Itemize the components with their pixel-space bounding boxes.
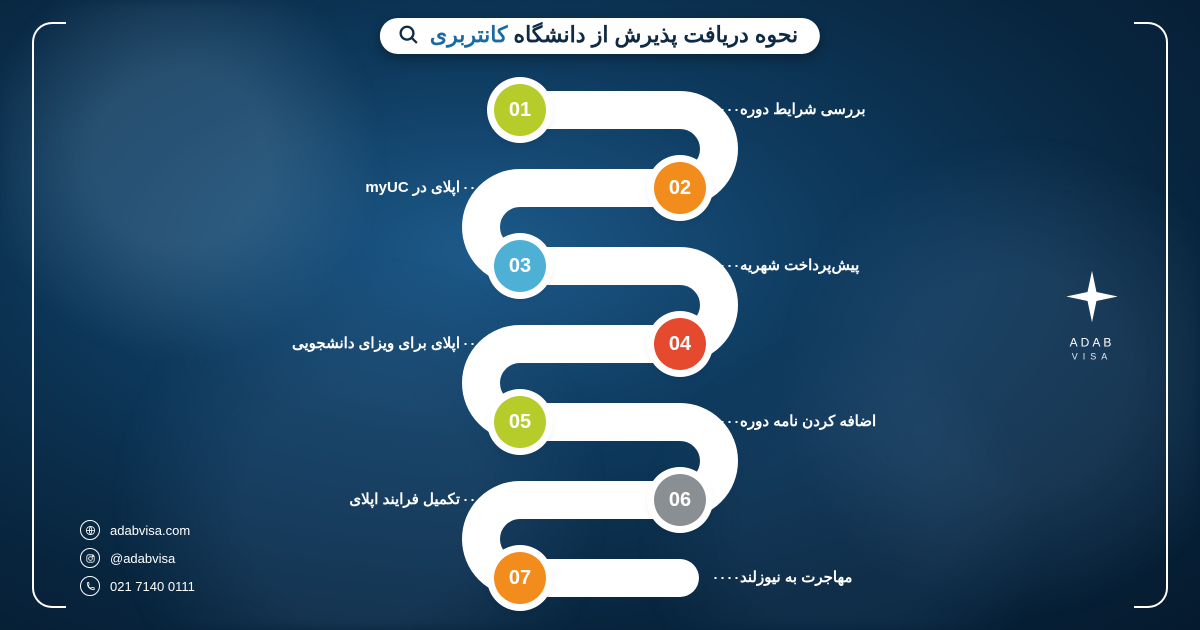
step-node-06: 06 — [654, 474, 706, 526]
contact-web: adabvisa.com — [80, 520, 195, 540]
leader-dots — [462, 499, 488, 501]
globe-icon — [80, 520, 100, 540]
step-label-01: بررسی شرایط دوره — [740, 100, 866, 118]
step-label-04: اپلای برای ویزای دانشجویی — [292, 334, 460, 352]
step-node-01: 01 — [494, 84, 546, 136]
instagram-icon — [80, 548, 100, 568]
phone-icon — [80, 576, 100, 596]
step-node-02: 02 — [654, 162, 706, 214]
step-label-07: مهاجرت به نیوزلند — [740, 568, 852, 586]
step-node-05: 05 — [494, 396, 546, 448]
title-pill: نحوه دریافت پذیرش از دانشگاه کانتربری — [380, 18, 820, 54]
step-label-03: پیش‌پرداخت شهریه — [740, 256, 859, 274]
contact-web-text: adabvisa.com — [110, 523, 190, 538]
step-label-06: تکمیل فرایند اپلای — [349, 490, 460, 508]
step-node-04: 04 — [654, 318, 706, 370]
logo-sub: VISA — [1064, 352, 1120, 362]
title-accent: کانتربری — [430, 22, 508, 47]
step-node-07: 07 — [494, 552, 546, 604]
brand-logo: ADAB VISA — [1064, 269, 1120, 362]
contact-social-text: @adabvisa — [110, 551, 175, 566]
star-icon — [1064, 269, 1120, 325]
leader-dots — [712, 421, 738, 423]
step-label-02: اپلای در myUC — [365, 178, 460, 196]
contact-block: adabvisa.com @adabvisa 021 7140 0111 — [80, 512, 195, 596]
leader-dots — [462, 187, 488, 189]
title-main: نحوه دریافت پذیرش از دانشگاه — [514, 22, 799, 47]
leader-dots — [712, 577, 738, 579]
step-node-03: 03 — [494, 240, 546, 292]
leader-dots — [712, 109, 738, 111]
leader-dots — [462, 343, 488, 345]
bracket-left — [32, 22, 66, 608]
logo-name: ADAB — [1064, 336, 1120, 350]
page-title: نحوه دریافت پذیرش از دانشگاه کانتربری — [430, 22, 798, 48]
process-path: 01بررسی شرایط دوره02اپلای در myUC03پیش‌پ… — [390, 80, 810, 620]
step-label-05: اضافه کردن نامه دوره — [740, 412, 876, 430]
contact-phone: 021 7140 0111 — [80, 576, 195, 596]
contact-social: @adabvisa — [80, 548, 195, 568]
search-icon — [398, 24, 420, 46]
leader-dots — [712, 265, 738, 267]
contact-phone-text: 021 7140 0111 — [110, 579, 195, 594]
bracket-right — [1134, 22, 1168, 608]
